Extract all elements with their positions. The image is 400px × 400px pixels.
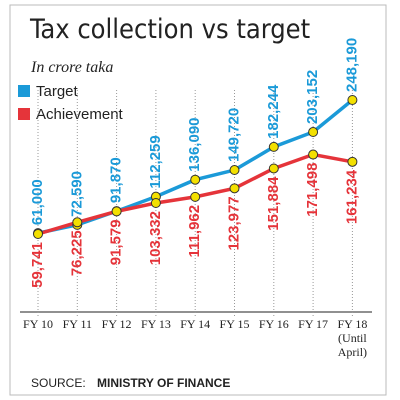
data-point [308,149,319,160]
value-label: 171,498 [304,163,321,217]
data-point [268,163,279,174]
source-label: SOURCE: [31,376,86,390]
legend-label: Target [36,83,79,100]
value-label: 248,190 [343,38,360,92]
data-point [347,95,358,105]
value-label: 149,720 [225,108,242,162]
value-label: 91,579 [108,219,125,265]
data-point [33,229,43,239]
data-point [268,141,279,152]
chart-title: Tax collection vs target [29,14,310,45]
legend-swatch [18,108,30,120]
value-label: 182,244 [265,84,282,139]
value-label: 112,259 [147,135,164,188]
x-tick-label: FY 12 [101,317,132,331]
data-point [150,198,161,209]
data-point [72,217,83,228]
value-label: 161,234 [343,169,360,224]
value-label: 61,000 [29,179,46,225]
value-label: 151,884 [265,176,282,231]
value-label: 91,870 [108,157,125,203]
x-tick-label: FY 18 (Until April) [337,317,368,359]
value-label: 123,977 [225,196,242,250]
source: MINISTRY OF FINANCE [97,376,230,390]
frame [9,4,387,396]
x-tick-label: FY 17 [298,317,329,331]
x-tick-label: FY 13 [140,317,171,331]
value-label: 59,741 [29,242,46,288]
value-label: 136,090 [186,117,203,171]
data-point [190,191,201,202]
data-point [229,165,240,176]
value-label: 72,590 [68,171,85,217]
value-label: 111,962 [186,205,203,258]
x-tick-label: FY 16 [258,317,289,331]
x-tick-label: FY 14 [180,317,211,331]
data-point [111,206,122,217]
x-tick-label: FY 11 [62,317,93,331]
chart-subtitle: In crore taka [30,59,113,76]
x-tick-label: FY 15 [219,317,250,331]
data-point [229,183,240,194]
data-point [190,174,201,185]
value-label: 76,225 [68,230,85,276]
data-point [308,127,319,138]
value-label: 203,152 [304,70,321,124]
x-tick-label: FY 10 [23,317,53,331]
value-label: 103,332 [147,211,164,265]
legend-swatch [18,85,30,97]
data-point [347,156,358,167]
legend-label: Achievement [36,106,124,123]
